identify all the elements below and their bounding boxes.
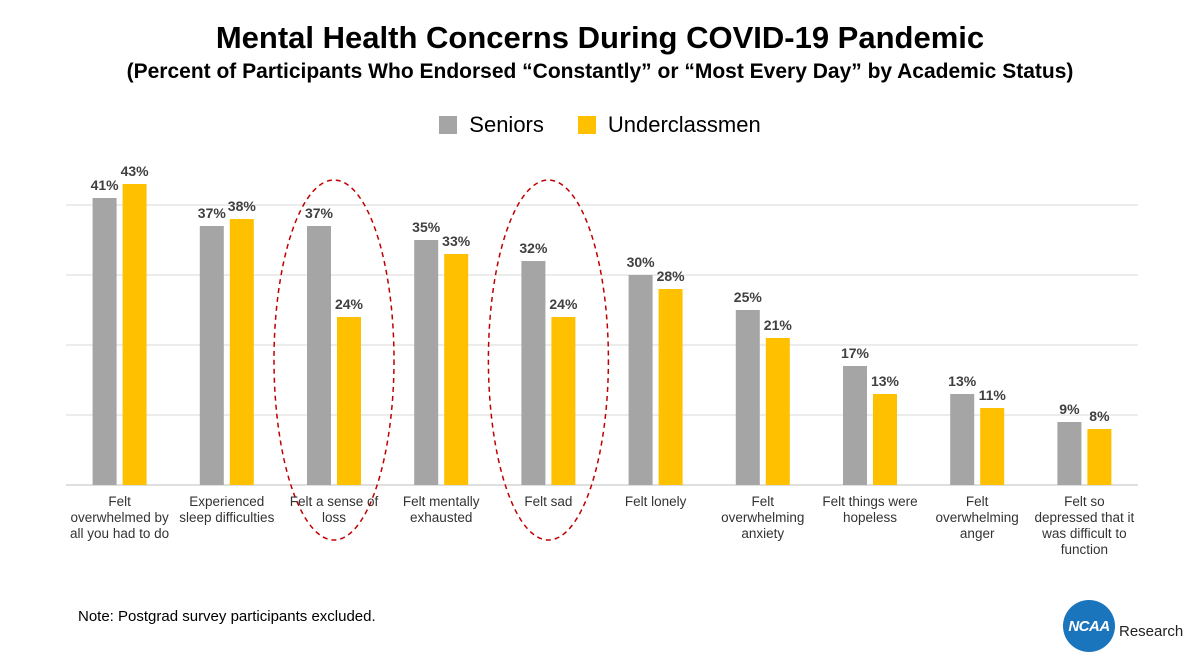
category-label: Felt so depressed that it was difficult to… xyxy=(1032,494,1136,558)
category-label-line: Felt xyxy=(108,494,131,509)
data-label-underclassmen: 24% xyxy=(335,296,364,312)
bar-seniors xyxy=(1057,422,1082,485)
category-label-line: exhausted xyxy=(410,510,473,525)
data-label-seniors: 37% xyxy=(305,205,334,221)
ncaa-research-logo: NCAA Research xyxy=(1063,600,1183,652)
data-label-underclassmen: 43% xyxy=(121,163,150,179)
bar-seniors xyxy=(92,198,117,485)
ncaa-logo-mark: NCAA xyxy=(1063,600,1115,652)
bar-seniors xyxy=(628,275,653,485)
category-label-line: Felt lonely xyxy=(624,494,687,509)
legend-label-underclassmen: Underclassmen xyxy=(607,112,761,137)
category-label-line: overwhelmed by xyxy=(70,510,169,525)
category-label-line: all you had to do xyxy=(70,526,170,541)
category-label-line: Felt sad xyxy=(524,494,573,509)
data-label-underclassmen: 13% xyxy=(871,373,900,389)
bar-underclassmen xyxy=(337,317,361,485)
data-label-seniors: 17% xyxy=(841,345,870,361)
legend-swatch-underclassmen xyxy=(577,116,596,134)
category-label-line: hopeless xyxy=(842,510,898,525)
category-label-line: loss xyxy=(321,510,346,525)
legend-swatch-seniors xyxy=(439,116,458,134)
category-label-line: depressed that it xyxy=(1034,510,1135,525)
data-label-underclassmen: 8% xyxy=(1089,408,1110,424)
category-label-line: Felt xyxy=(751,494,775,509)
bar-underclassmen xyxy=(1087,429,1112,485)
category-label: Felt sad xyxy=(496,494,600,510)
category-label: Felt things were hopeless xyxy=(818,494,922,526)
category-label-line: was difficult to xyxy=(1042,526,1127,541)
chart-subtitle: (Percent of Participants Who Endorsed “C… xyxy=(126,60,1074,83)
bar-underclassmen xyxy=(444,254,469,485)
data-label-underclassmen: 21% xyxy=(764,317,793,333)
category-label: Felt overwhelmed by all you had to do xyxy=(68,494,172,542)
highlight-ellipse xyxy=(487,179,610,541)
category-label: Felt mentally exhausted xyxy=(389,494,493,526)
bar-seniors xyxy=(199,226,224,485)
category-label-line: Felt things were xyxy=(822,494,918,509)
bar-seniors xyxy=(307,226,331,485)
category-label-line: Felt mentally xyxy=(402,494,480,509)
bar-seniors xyxy=(735,310,760,485)
data-label-seniors: 32% xyxy=(519,240,548,256)
category-label-line: Felt a sense of xyxy=(289,494,379,509)
legend-item-underclassmen: Underclassmen xyxy=(577,112,761,138)
bar-underclassmen xyxy=(980,408,1005,485)
bar-underclassmen xyxy=(658,289,683,485)
legend-label-seniors: Seniors xyxy=(469,112,544,137)
legend: Seniors Underclassmen xyxy=(0,112,1200,138)
bar-underclassmen xyxy=(551,317,576,485)
legend-item-seniors: Seniors xyxy=(439,112,544,138)
category-label-line: function xyxy=(1060,542,1109,557)
bar-underclassmen xyxy=(229,219,254,485)
data-label-underclassmen: 28% xyxy=(657,268,686,284)
category-label: Felt a sense of loss xyxy=(282,494,386,526)
data-label-underclassmen: 24% xyxy=(549,296,578,312)
data-label-seniors: 37% xyxy=(198,205,227,221)
data-label-seniors: 25% xyxy=(734,289,763,305)
data-label-underclassmen: 11% xyxy=(979,387,1007,403)
category-label-line: Experienced xyxy=(189,494,265,509)
bar-seniors xyxy=(414,240,439,485)
bar-seniors xyxy=(843,366,867,485)
category-label-line: Felt xyxy=(965,494,989,509)
chart-title: Mental Health Concerns During COVID-19 P… xyxy=(215,20,985,55)
bar-underclassmen xyxy=(765,338,790,485)
category-label-line: Felt so xyxy=(1064,494,1105,509)
category-label: Experienced sleep difficulties xyxy=(175,494,279,526)
category-label-line: anxiety xyxy=(741,526,785,541)
category-label-line: anger xyxy=(959,526,995,541)
bar-underclassmen xyxy=(873,394,897,485)
category-label: Felt lonely xyxy=(604,494,708,510)
footnote: Note: Postgrad survey participants exclu… xyxy=(78,608,376,625)
data-label-seniors: 30% xyxy=(627,254,656,270)
bar-seniors xyxy=(950,394,975,485)
category-label: Felt overwhelming anxiety xyxy=(711,494,815,542)
category-label: Felt overwhelming anger xyxy=(925,494,1029,542)
category-label-line: sleep difficulties xyxy=(179,510,275,525)
bar-seniors xyxy=(521,261,546,485)
data-label-underclassmen: 38% xyxy=(228,198,257,214)
logo-text: Research xyxy=(1119,622,1184,640)
data-label-seniors: 41% xyxy=(91,177,120,193)
category-label-line: overwhelming xyxy=(721,510,805,525)
data-label-underclassmen: 33% xyxy=(442,233,471,249)
highlight-ellipse xyxy=(273,179,395,541)
data-label-seniors: 35% xyxy=(412,219,441,235)
data-label-seniors: 9% xyxy=(1059,401,1080,417)
data-label-seniors: 13% xyxy=(948,373,977,389)
category-label-line: overwhelming xyxy=(935,510,1019,525)
bar-underclassmen xyxy=(122,184,147,485)
